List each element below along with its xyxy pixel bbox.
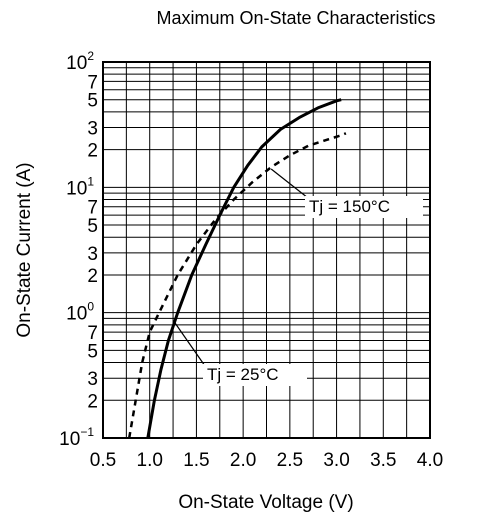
y-tick-label: 102 bbox=[66, 49, 94, 74]
x-tick-label: 0.5 bbox=[90, 450, 116, 471]
x-tick-label: 3.5 bbox=[370, 450, 396, 471]
x-tick-label: 2.5 bbox=[277, 450, 303, 471]
grid bbox=[103, 62, 430, 438]
y-tick-label: 2 bbox=[87, 141, 98, 162]
series-layer bbox=[127, 98, 347, 439]
y-tick-label: 10−1 bbox=[59, 425, 94, 450]
y-tick-label: 2 bbox=[87, 266, 98, 287]
annotation-leader-25c bbox=[173, 321, 206, 367]
x-tick-label: 4.0 bbox=[417, 450, 443, 471]
y-axis-label: On-State Current (A) bbox=[14, 162, 35, 337]
annotation-tj-25c: Tj = 25°C bbox=[207, 365, 279, 384]
annotation-bg-150c bbox=[305, 196, 423, 218]
y-tick-label: 5 bbox=[87, 341, 98, 362]
y-tick-label: 5 bbox=[87, 91, 98, 112]
y-tick-label: 5 bbox=[87, 216, 98, 237]
x-tick-label: 2.0 bbox=[230, 450, 256, 471]
annotation-layer: Tj = 150°C Tj = 25°C bbox=[173, 168, 423, 386]
y-tick-label: 2 bbox=[87, 391, 98, 412]
x-tick-label: 1.0 bbox=[137, 450, 163, 471]
annotation-bg-25c bbox=[203, 364, 307, 386]
plot-frame bbox=[102, 61, 431, 439]
annotation-tj-150c: Tj = 150°C bbox=[309, 197, 390, 216]
y-tick-label: 101 bbox=[66, 174, 94, 199]
x-tick-label: 1.5 bbox=[183, 450, 209, 471]
y-tick-label: 100 bbox=[66, 300, 94, 325]
x-axis-ticks: 0.5 1.0 1.5 2.0 2.5 3.0 3.5 4.0 bbox=[90, 450, 443, 471]
y-tick-label: 7 bbox=[87, 72, 98, 93]
x-axis-label: On-State Voltage (V) bbox=[178, 492, 353, 513]
y-tick-label: 3 bbox=[87, 369, 98, 390]
annotation-leader-150c bbox=[270, 168, 309, 199]
y-tick-label: 3 bbox=[87, 244, 98, 265]
series-line-tj-150c bbox=[127, 132, 347, 439]
x-tick-label: 3.0 bbox=[323, 450, 349, 471]
y-tick-label: 7 bbox=[87, 198, 98, 219]
chart-title: Maximum On-State Characteristics bbox=[156, 8, 435, 28]
y-tick-label: 3 bbox=[87, 119, 98, 140]
series-line-tj-25c bbox=[146, 98, 342, 439]
y-tick-label: 7 bbox=[87, 323, 98, 344]
